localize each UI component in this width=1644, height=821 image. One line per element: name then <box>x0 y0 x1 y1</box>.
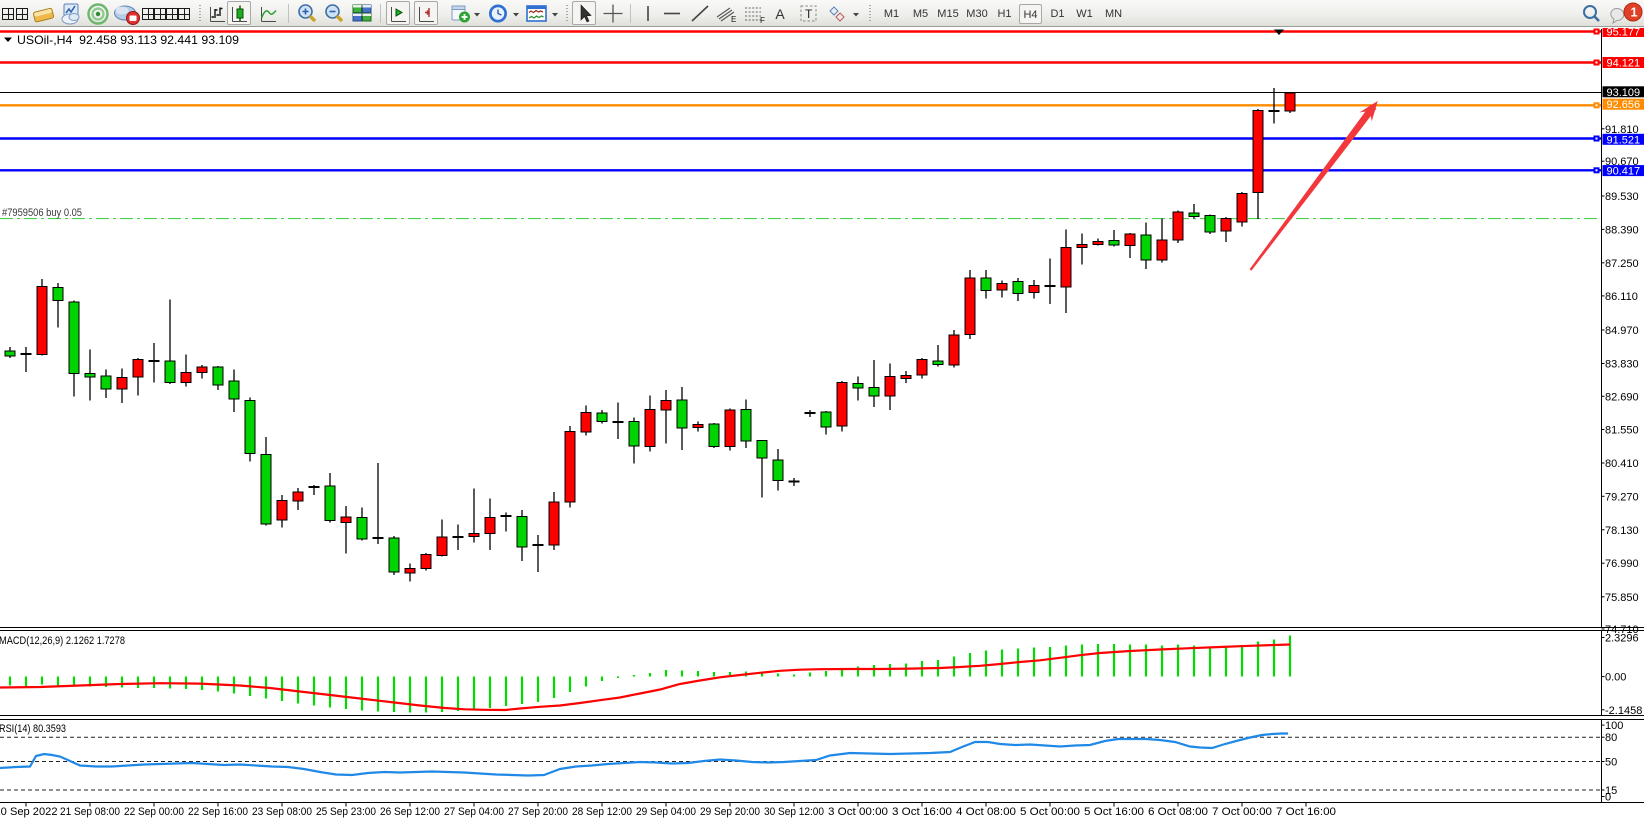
svg-text:79.270: 79.270 <box>1605 491 1639 503</box>
svg-text:94.121: 94.121 <box>1607 58 1641 70</box>
svg-text:21 Sep 08:00: 21 Sep 08:00 <box>60 806 120 818</box>
svg-text:6 Oct 08:00: 6 Oct 08:00 <box>1148 806 1208 818</box>
svg-text:90.417: 90.417 <box>1607 166 1641 178</box>
svg-text:75.850: 75.850 <box>1605 592 1639 604</box>
svg-text:0.00: 0.00 <box>1605 672 1626 684</box>
svg-text:50: 50 <box>1605 757 1617 769</box>
svg-text:29 Sep 20:00: 29 Sep 20:00 <box>700 806 760 818</box>
svg-text:80.410: 80.410 <box>1605 458 1639 470</box>
svg-text:100: 100 <box>1605 720 1623 732</box>
svg-text:MACD(12,26,9) 2.1262 1.7278: MACD(12,26,9) 2.1262 1.7278 <box>0 635 125 647</box>
svg-text:74.710: 74.710 <box>1605 624 1639 636</box>
svg-text:30 Sep 12:00: 30 Sep 12:00 <box>764 806 824 818</box>
svg-text:25 Sep 23:00: 25 Sep 23:00 <box>316 806 376 818</box>
svg-text:1: 1 <box>1631 6 1638 20</box>
svg-text:82.690: 82.690 <box>1605 391 1639 403</box>
svg-text:15: 15 <box>1605 785 1617 797</box>
svg-text:23 Sep 08:00: 23 Sep 08:00 <box>252 806 312 818</box>
svg-text:T: T <box>805 7 813 21</box>
svg-text:3 Oct 16:00: 3 Oct 16:00 <box>892 806 952 818</box>
svg-text:22 Sep 00:00: 22 Sep 00:00 <box>124 806 184 818</box>
svg-text:88.390: 88.390 <box>1605 224 1639 236</box>
svg-text:7 Oct 00:00: 7 Oct 00:00 <box>1212 806 1272 818</box>
svg-text:80: 80 <box>1605 732 1617 744</box>
svg-text:E: E <box>731 15 736 24</box>
svg-text:5 Oct 00:00: 5 Oct 00:00 <box>1020 806 1080 818</box>
svg-text:91.810: 91.810 <box>1605 124 1639 136</box>
svg-text:83.830: 83.830 <box>1605 359 1639 371</box>
svg-text:3 Oct 00:00: 3 Oct 00:00 <box>828 806 888 818</box>
svg-text:93.109: 93.109 <box>1607 87 1641 99</box>
svg-text:7 Oct 16:00: 7 Oct 16:00 <box>1276 806 1336 818</box>
svg-text:#7959506 buy 0.05: #7959506 buy 0.05 <box>2 207 82 219</box>
svg-text:29 Sep 04:00: 29 Sep 04:00 <box>636 806 696 818</box>
svg-text:28 Sep 12:00: 28 Sep 12:00 <box>572 806 632 818</box>
svg-text:-2.1458: -2.1458 <box>1605 705 1642 717</box>
svg-text:2.3296: 2.3296 <box>1605 632 1639 644</box>
svg-text:86.110: 86.110 <box>1605 291 1638 303</box>
svg-text:76.990: 76.990 <box>1605 558 1639 570</box>
svg-text:5 Oct 16:00: 5 Oct 16:00 <box>1084 806 1144 818</box>
svg-text:27 Sep 20:00: 27 Sep 20:00 <box>508 806 568 818</box>
svg-text:91.521: 91.521 <box>1607 134 1641 146</box>
svg-text:27 Sep 04:00: 27 Sep 04:00 <box>444 806 504 818</box>
svg-text:26 Sep 12:00: 26 Sep 12:00 <box>380 806 440 818</box>
svg-text:22 Sep 16:00: 22 Sep 16:00 <box>188 806 248 818</box>
svg-text:89.530: 89.530 <box>1605 191 1639 203</box>
svg-text:4 Oct 08:00: 4 Oct 08:00 <box>956 806 1016 818</box>
svg-text:F: F <box>760 16 765 25</box>
svg-text:USOil-,H4 92.458 93.113 92.44: USOil-,H4 92.458 93.113 92.441 93.109 <box>17 33 239 47</box>
svg-text:81.550: 81.550 <box>1605 425 1639 437</box>
svg-text:92.656: 92.656 <box>1607 99 1641 111</box>
svg-text:RSI(14) 80.3593: RSI(14) 80.3593 <box>0 723 66 735</box>
svg-text:95.177: 95.177 <box>1607 27 1641 39</box>
svg-text:78.130: 78.130 <box>1605 525 1639 537</box>
svg-text:20 Sep 2022: 20 Sep 2022 <box>0 806 57 818</box>
svg-text:0: 0 <box>1605 792 1611 804</box>
svg-text:87.250: 87.250 <box>1605 258 1639 270</box>
svg-text:84.970: 84.970 <box>1605 325 1639 337</box>
